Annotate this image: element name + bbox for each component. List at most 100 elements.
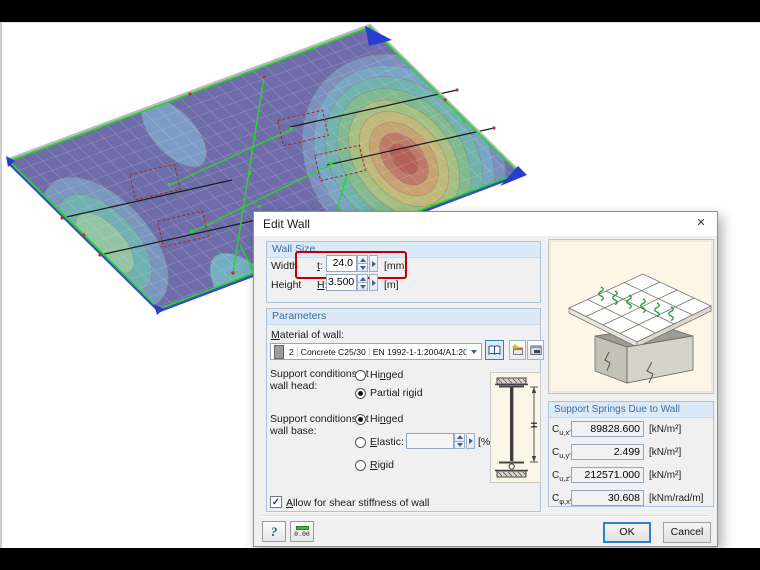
material-number: 2	[286, 346, 298, 357]
material-library-button[interactable]	[485, 340, 504, 360]
wall-section-diagram: H	[490, 372, 541, 483]
group-parameters-header: Parameters	[267, 309, 540, 325]
material-swatch	[274, 344, 284, 359]
units-icon-text: 0.00	[294, 530, 310, 538]
head-conditions-label: Support conditions at wall head:	[270, 368, 369, 392]
width-symbol-key: t	[317, 260, 320, 272]
corner-support-triangles	[6, 26, 527, 315]
radio-base-elastic-label[interactable]: Elastic:	[370, 436, 404, 448]
height-unit: [m]	[384, 279, 399, 291]
group-wall-size: Wall Size Width t: 24.0 [mm] Height H: 3…	[266, 241, 541, 303]
spin-down-icon	[359, 284, 366, 289]
spring-label-cuz: Cu,z'	[552, 470, 571, 483]
spring-label-cux: Cu,x'	[552, 424, 571, 437]
svg-text:H: H	[530, 422, 539, 428]
elastic-spin-up-button[interactable]	[454, 433, 465, 442]
contour-regions	[9, 27, 519, 309]
group-support-springs: Support Springs Due to Wall Cu,x' 89828.…	[548, 401, 714, 507]
spring-value-cux: 89828.600	[571, 421, 644, 437]
base-label-line1: Support conditions at	[270, 413, 369, 425]
width-detail-arrow-button[interactable]	[369, 255, 378, 272]
spring-unit-cphix: [kNm/rad/m]	[649, 493, 704, 504]
footer-separator	[262, 515, 709, 517]
radio-head-partial-rigid[interactable]	[355, 388, 366, 399]
new-material-button[interactable]	[509, 340, 526, 360]
material-name: Concrete C25/30	[298, 346, 370, 357]
base-label-line2: wall base:	[270, 425, 317, 437]
height-input[interactable]: 3.500	[326, 274, 357, 291]
chevron-down-glyph	[471, 349, 477, 354]
elastic-detail-arrow-button[interactable]	[466, 433, 475, 449]
radio-base-rigid-label[interactable]: Rigid	[370, 459, 394, 471]
radio-base-hinged[interactable]	[355, 414, 366, 425]
close-icon[interactable]: ✕	[696, 217, 706, 229]
spring-label-cuy: Cu,y'	[552, 447, 571, 460]
material-standard: EN 1992-1-1:2004/A1:2014	[372, 346, 466, 357]
arrow-right-icon	[371, 279, 376, 286]
units-settings-button[interactable]: 0.00	[290, 521, 314, 542]
material-combobox[interactable]: 2 Concrete C25/30 EN 1992-1-1:2004/A1:20…	[270, 343, 482, 360]
radio-head-hinged[interactable]	[355, 370, 366, 381]
spring-unit-cuy: [kN/m²]	[649, 447, 682, 458]
shear-stiffness-label[interactable]: Allow for shear stiffness of wall	[286, 497, 430, 509]
help-button[interactable]: ?	[262, 521, 286, 542]
chevron-down-icon[interactable]	[466, 344, 481, 359]
edit-material-icon	[529, 345, 542, 355]
width-symbol: t:	[317, 260, 323, 272]
base-conditions-label: Support conditions at wall base:	[270, 413, 369, 437]
new-material-icon	[511, 344, 523, 355]
height-symbol-key: H	[317, 279, 325, 291]
radio-base-elastic[interactable]	[355, 437, 366, 448]
spring-value-cphix: 30.608	[571, 490, 644, 506]
elastic-unit: [%]	[478, 436, 494, 448]
arrow-right-icon	[371, 260, 376, 267]
material-label: Material of wall:	[271, 329, 344, 341]
dialog-title: Edit Wall	[263, 217, 310, 231]
spring-label-cphix: Cφ,x'	[552, 493, 572, 506]
width-input[interactable]: 24.0	[326, 255, 357, 272]
wall-axis-lines[interactable]	[61, 89, 495, 256]
elastic-value-input[interactable]	[406, 433, 454, 449]
elastic-spin-down-button[interactable]	[454, 441, 465, 449]
material-label-post: aterial of wall:	[279, 329, 344, 341]
radio-base-hinged-label[interactable]: Hinged	[370, 413, 404, 425]
group-parameters: Parameters Material of wall: 2 Concrete …	[266, 308, 544, 512]
units-icon	[295, 526, 309, 530]
height-label: Height	[271, 279, 302, 291]
radio-head-partial-rigid-label[interactable]: Partial rigid	[370, 387, 423, 399]
height-spin-up-button[interactable]	[357, 274, 368, 283]
width-spin-up-button[interactable]	[357, 255, 368, 264]
edit-material-button[interactable]	[527, 340, 544, 360]
contour-plot[interactable]	[2, 23, 552, 353]
slab-upper-edge	[8, 23, 520, 172]
spring-value-cuz: 212571.000	[571, 467, 644, 483]
material-label-key: M	[271, 329, 280, 341]
cancel-button[interactable]: Cancel	[663, 522, 711, 543]
width-symbol-post: :	[319, 260, 323, 272]
head-label-line2: wall head:	[270, 380, 318, 392]
spring-value-cuy: 2.499	[571, 444, 644, 460]
help-icon: ?	[270, 523, 278, 539]
dialog-titlebar[interactable]: Edit Wall ✕	[254, 212, 717, 237]
spring-unit-cuz: [kN/m²]	[649, 470, 682, 481]
width-unit: [mm]	[384, 260, 408, 272]
width-spin-down-button[interactable]	[357, 264, 368, 272]
arrow-right-icon	[468, 438, 473, 444]
spring-symbols	[598, 286, 674, 322]
group-springs-header: Support Springs Due to Wall	[549, 402, 713, 418]
height-spin-down-button[interactable]	[357, 283, 368, 291]
head-label-line1: Support conditions at	[270, 368, 369, 380]
ok-button[interactable]: OK	[603, 522, 651, 543]
spin-down-icon	[359, 265, 366, 270]
shear-stiffness-checkbox[interactable]: ✓	[270, 496, 282, 508]
spin-up-icon	[456, 435, 463, 440]
radio-head-hinged-label[interactable]: Hinged	[370, 369, 404, 381]
height-detail-arrow-button[interactable]	[369, 274, 378, 291]
spin-up-icon	[359, 276, 366, 281]
wall-preview-illustration	[549, 240, 713, 393]
wall-preview-panel	[548, 239, 714, 394]
radio-base-rigid[interactable]	[355, 460, 366, 471]
spin-up-icon	[359, 257, 366, 262]
edit-wall-dialog: Edit Wall ✕ Wall Size Width t: 24.0 [mm]…	[253, 211, 718, 547]
